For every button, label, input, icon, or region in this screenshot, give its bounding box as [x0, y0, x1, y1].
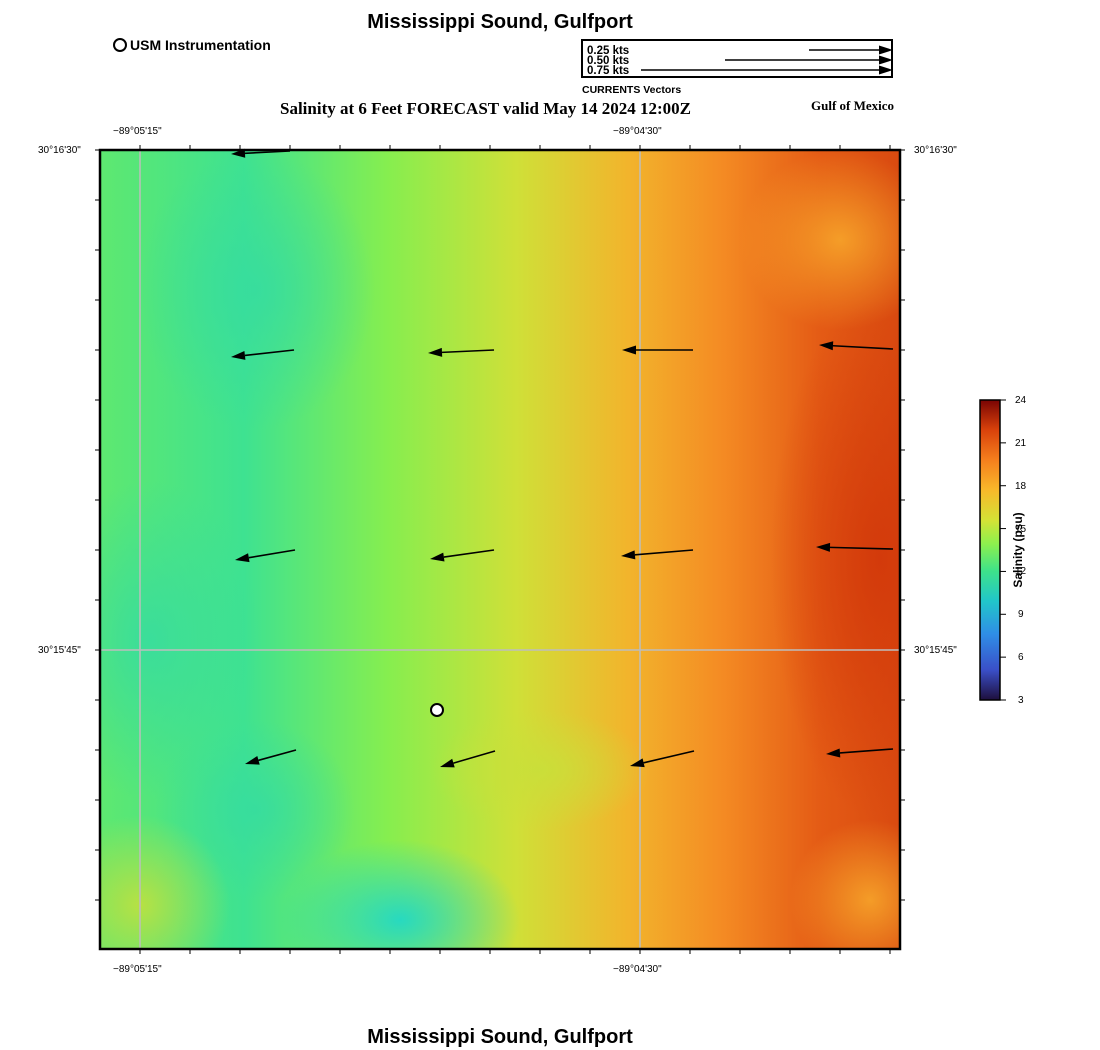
colorbar-tick-6: 6 — [1018, 652, 1024, 663]
vector-scale-arrow-1 — [809, 45, 893, 55]
current-vector-5 — [819, 341, 894, 351]
current-vector-10 — [245, 749, 297, 765]
lat-label-right-mid: 30°15'45" — [914, 645, 957, 656]
current-vector-6 — [235, 549, 296, 563]
frame-ticks — [95, 145, 905, 954]
station-legend: USM Instrumentation — [113, 37, 271, 53]
lon-label-top-west: −89°05'15" — [113, 126, 162, 137]
current-vector-2 — [231, 349, 295, 360]
lon-label-top-east: −89°04'30" — [613, 126, 662, 137]
colorbar-tick-15: 15 — [1015, 524, 1027, 535]
colorbar-tick-12: 12 — [1015, 566, 1027, 577]
current-vectors — [231, 148, 894, 768]
lon-label-bottom-east: −89°04'30" — [613, 964, 662, 975]
region-label: Gulf of Mexico — [811, 98, 895, 113]
station-legend-label: USM Instrumentation — [130, 37, 271, 53]
current-vector-7 — [430, 549, 495, 562]
vector-scale-label-3: 0.75 kts — [587, 65, 630, 77]
current-vector-legend: 0.25 kts 0.50 kts 0.75 kts — [581, 39, 893, 78]
current-vector-9 — [816, 542, 894, 552]
salinity-field — [100, 150, 900, 949]
vector-legend-caption: CURRENTS Vectors — [582, 84, 682, 96]
usm-station-marker[interactable] — [430, 703, 444, 717]
colorbar-tick-18: 18 — [1015, 481, 1027, 492]
map-title-bottom: Mississippi Sound, Gulfport — [367, 1026, 633, 1048]
current-vector-4 — [622, 345, 693, 355]
current-vector-3 — [428, 347, 495, 357]
colorbar — [979, 399, 1001, 701]
colorbar-ticks — [1000, 399, 1006, 701]
vector-scale-label-2: 0.50 kts — [587, 55, 630, 67]
colorbar-tick-3: 3 — [1018, 695, 1024, 706]
colorbar-tick-9: 9 — [1018, 609, 1024, 620]
current-vector-12 — [630, 750, 695, 768]
vector-scale-arrow-3 — [641, 65, 893, 75]
map-title: Mississippi Sound, Gulfport — [367, 11, 633, 33]
vector-scale-arrow-2 — [725, 55, 893, 65]
current-vector-11 — [440, 750, 496, 768]
lon-label-bottom-west: −89°05'15" — [113, 964, 162, 975]
colorbar-tick-24: 24 — [1015, 395, 1027, 406]
lat-label-left-north: 30°16'30" — [38, 145, 81, 156]
lat-label-right-north: 30°16'30" — [914, 145, 957, 156]
vector-legend-arrows — [641, 45, 893, 75]
map-subtitle: Salinity at 6 Feet FORECAST valid May 14… — [280, 99, 691, 118]
current-vector-8 — [621, 549, 694, 560]
colorbar-title: Salinity (psu) — [1011, 512, 1025, 588]
lat-label-left-mid: 30°15'45" — [38, 645, 81, 656]
graticule — [100, 150, 900, 949]
current-vector-13 — [826, 748, 894, 758]
open-circle-icon — [113, 38, 127, 52]
colorbar-tick-21: 21 — [1015, 438, 1027, 449]
vector-scale-label-1: 0.25 kts — [587, 45, 630, 57]
